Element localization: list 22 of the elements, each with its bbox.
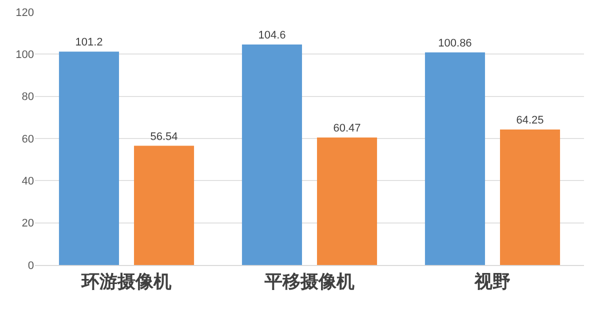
x-tick-label: 平移摄像机	[264, 272, 354, 293]
bar	[424, 52, 485, 265]
bar	[500, 130, 560, 265]
data-label: 104.6	[258, 29, 286, 42]
bar	[242, 44, 302, 265]
y-tick-label: 120	[16, 6, 34, 19]
data-label: 100.86	[438, 37, 472, 50]
bar	[317, 138, 378, 265]
x-tick-label: 环游摄像机	[80, 272, 172, 293]
y-tick-label: 60	[22, 133, 34, 146]
y-tick-label: 0	[28, 260, 34, 272]
data-label: 101.2	[75, 36, 103, 49]
y-tick-label: 20	[22, 218, 34, 230]
data-label: 64.25	[516, 114, 544, 127]
bar	[58, 52, 119, 265]
bar	[134, 146, 194, 265]
data-label: 60.47	[333, 122, 361, 135]
y-tick-label: 80	[22, 91, 34, 104]
x-tick-label: 视野	[474, 272, 510, 293]
y-tick-label: 40	[22, 176, 34, 188]
data-label: 56.54	[150, 130, 178, 143]
y-tick-label: 100	[16, 49, 34, 62]
